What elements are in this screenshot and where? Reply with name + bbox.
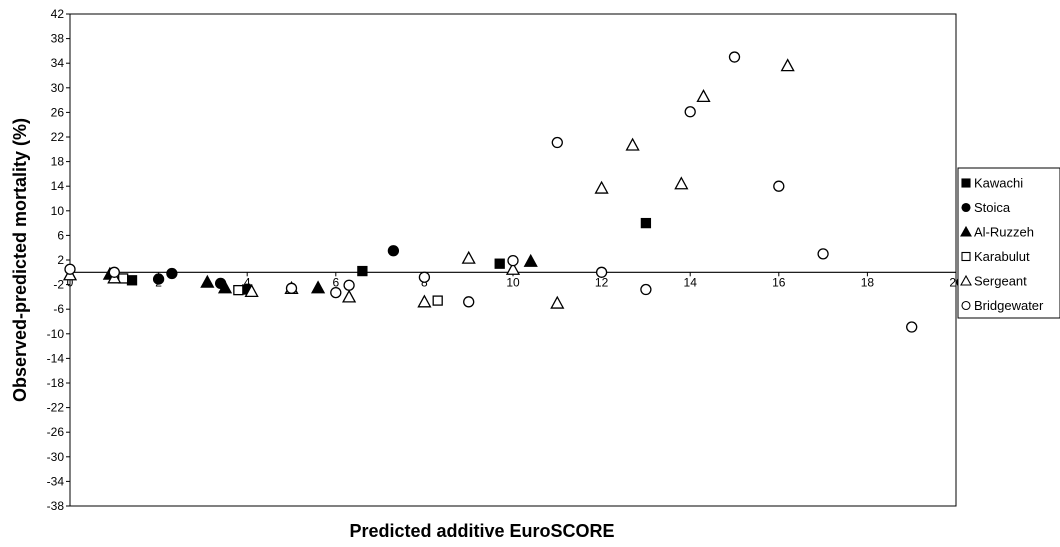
x-tick-label: 6 bbox=[332, 275, 339, 289]
y-tick-label: -10 bbox=[47, 327, 65, 341]
y-tick-label: 42 bbox=[51, 7, 65, 21]
data-point-kawachi bbox=[640, 217, 652, 229]
y-tick-label: 18 bbox=[51, 155, 65, 169]
data-point-sergeant bbox=[341, 289, 357, 303]
data-point-bridgewater bbox=[108, 266, 120, 278]
y-tick-label: -34 bbox=[47, 474, 65, 488]
data-point-bridgewater bbox=[463, 296, 475, 308]
data-point-bridgewater bbox=[343, 279, 355, 291]
data-point-kawachi bbox=[494, 258, 505, 269]
y-axis-ticks: 42 38 34 30 26 22 18 14 10 6 2 -2 -6 -10 -14 -18 -22 -26 -… bbox=[47, 7, 70, 513]
legend-item-kawachi: Kawachi bbox=[961, 176, 1023, 191]
data-point-sergeant bbox=[594, 180, 609, 194]
data-points bbox=[62, 51, 918, 333]
data-point-karabulut bbox=[432, 295, 443, 306]
data-point-sergeant bbox=[244, 284, 259, 298]
data-point-sergeant bbox=[625, 137, 640, 151]
y-tick-label: -22 bbox=[47, 401, 65, 415]
data-point-stoica bbox=[166, 267, 178, 280]
x-tick-label: 10 bbox=[506, 275, 520, 289]
data-point-bridgewater bbox=[817, 248, 829, 260]
legend-box bbox=[957, 167, 1060, 319]
data-point-sergeant bbox=[674, 176, 689, 190]
data-point-bridgewater bbox=[595, 266, 608, 278]
y-tick-label: 38 bbox=[51, 32, 65, 46]
data-point-al-ruzzeh bbox=[523, 253, 538, 267]
data-point-sergeant bbox=[461, 250, 476, 264]
data-point-karabulut bbox=[118, 273, 129, 284]
legend-label: Sergeant bbox=[974, 274, 1027, 289]
legend-item-sergeant: Sergeant bbox=[960, 274, 1027, 289]
legend-marker bbox=[960, 225, 972, 237]
x-tick-label: 12 bbox=[595, 275, 609, 289]
legend-label: Al-Ruzzeh bbox=[974, 225, 1034, 240]
data-point-bridgewater bbox=[684, 106, 696, 118]
y-tick-label: -18 bbox=[47, 376, 65, 390]
y-tick-label: 30 bbox=[51, 81, 65, 95]
legend-item-al-ruzzeh: Al-Ruzzeh bbox=[960, 225, 1034, 240]
data-point-sergeant bbox=[780, 58, 795, 72]
data-point-bridgewater bbox=[728, 51, 741, 63]
y-tick-label: -14 bbox=[47, 351, 65, 365]
data-point-kawachi bbox=[357, 265, 368, 277]
data-point-sergeant bbox=[696, 89, 711, 103]
legend-label: Karabulut bbox=[974, 249, 1030, 264]
data-point-stoica bbox=[387, 245, 400, 257]
data-point-bridgewater bbox=[773, 180, 785, 192]
data-point-bridgewater bbox=[507, 254, 519, 267]
x-tick-label: 0 bbox=[67, 275, 74, 289]
legend-label: Kawachi bbox=[974, 176, 1023, 191]
y-tick-label: 2 bbox=[57, 253, 64, 267]
data-point-sergeant bbox=[550, 295, 565, 309]
data-point-bridgewater bbox=[640, 283, 652, 296]
data-point-bridgewater bbox=[64, 263, 76, 275]
y-tick-label: 22 bbox=[51, 130, 65, 144]
y-tick-label: -2 bbox=[53, 278, 64, 292]
legend: Kawachi Stoica Al-Ruzzeh Karabulut Sergeant B… bbox=[957, 167, 1060, 319]
data-point-al-ruzzeh bbox=[217, 280, 233, 294]
legend-label: Stoica bbox=[974, 200, 1011, 215]
data-point-bridgewater bbox=[285, 282, 298, 294]
data-point-karabulut bbox=[233, 284, 244, 296]
legend-marker bbox=[961, 251, 971, 262]
y-tick-label: 10 bbox=[51, 204, 65, 218]
y-tick-label: 34 bbox=[51, 56, 65, 70]
data-point-stoica bbox=[152, 273, 165, 285]
legend-item-karabulut: Karabulut bbox=[961, 249, 1030, 264]
x-axis-title: Predicted additive EuroSCORE bbox=[349, 521, 614, 541]
legend-item-bridgewater: Bridgewater bbox=[961, 298, 1044, 313]
legend-marker bbox=[960, 274, 972, 286]
data-point-bridgewater bbox=[551, 136, 563, 149]
data-point-bridgewater bbox=[418, 271, 431, 283]
legend-marker bbox=[961, 178, 971, 188]
y-tick-label: -38 bbox=[47, 499, 65, 513]
legend-item-stoica: Stoica bbox=[961, 200, 1011, 215]
data-point-sergeant bbox=[505, 261, 521, 275]
x-tick-label: 14 bbox=[684, 275, 698, 289]
x-tick-label: 4 bbox=[244, 275, 251, 289]
y-tick-label: -6 bbox=[53, 302, 64, 316]
legend-marker bbox=[961, 202, 971, 213]
y-axis-title: Observed-predicted mortality (%) bbox=[10, 118, 30, 402]
data-point-bridgewater bbox=[906, 321, 918, 333]
data-point-sergeant bbox=[417, 294, 432, 308]
x-tick-label: 18 bbox=[861, 275, 875, 289]
y-tick-label: 26 bbox=[51, 105, 65, 119]
y-tick-label: 14 bbox=[51, 179, 65, 193]
x-tick-label: 16 bbox=[772, 275, 786, 289]
y-tick-label: -26 bbox=[47, 425, 65, 439]
data-point-kawachi bbox=[126, 275, 138, 286]
legend-label: Bridgewater bbox=[974, 298, 1044, 313]
data-point-bridgewater bbox=[330, 286, 342, 299]
y-tick-label: 6 bbox=[57, 228, 64, 242]
data-point-al-ruzzeh bbox=[200, 274, 215, 288]
y-tick-label: -30 bbox=[47, 450, 65, 464]
data-point-al-ruzzeh bbox=[310, 280, 326, 294]
x-axis-ticks: 02468101214161820 bbox=[67, 272, 963, 289]
legend-marker bbox=[961, 300, 971, 311]
